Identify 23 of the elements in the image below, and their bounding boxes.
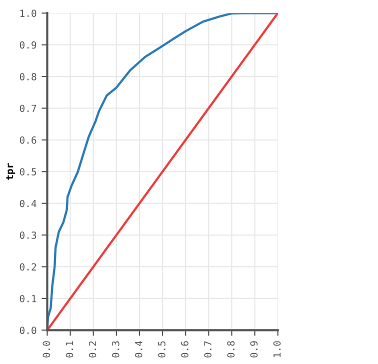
y-tick-label: 0.2 bbox=[20, 263, 36, 271]
y-tick-label: 0.4 bbox=[20, 200, 36, 208]
x-tick-label: 0.2 bbox=[88, 341, 96, 358]
x-tick-label: 0.3 bbox=[112, 341, 120, 358]
y-tick-label: 0.0 bbox=[20, 326, 36, 334]
y-tick-label: 0.9 bbox=[20, 41, 36, 49]
x-tick-label: 1.0 bbox=[273, 341, 281, 357]
y-axis-title: tpr bbox=[6, 163, 16, 180]
y-tick-label: 0.7 bbox=[20, 104, 36, 112]
x-tick-label: 0.8 bbox=[227, 341, 235, 358]
x-tick-label: 0.7 bbox=[204, 341, 212, 358]
x-tick-label: 0.4 bbox=[134, 341, 142, 358]
y-tick-label: 0.6 bbox=[20, 136, 36, 144]
y-tick-label: 0.1 bbox=[20, 294, 36, 302]
x-tick-label: 0.0 bbox=[42, 341, 50, 358]
x-tick-label: 0.9 bbox=[250, 341, 258, 358]
y-tick-label: 0.8 bbox=[20, 73, 36, 80]
x-tick-label: 0.6 bbox=[181, 341, 188, 358]
y-tick-label: 1.0 bbox=[20, 10, 36, 17]
y-tick-label: 0.3 bbox=[20, 232, 36, 239]
y-tick-label: 0.5 bbox=[20, 168, 36, 176]
x-tick-label: 0.5 bbox=[158, 341, 166, 358]
x-tick-label: 0.1 bbox=[66, 341, 74, 358]
